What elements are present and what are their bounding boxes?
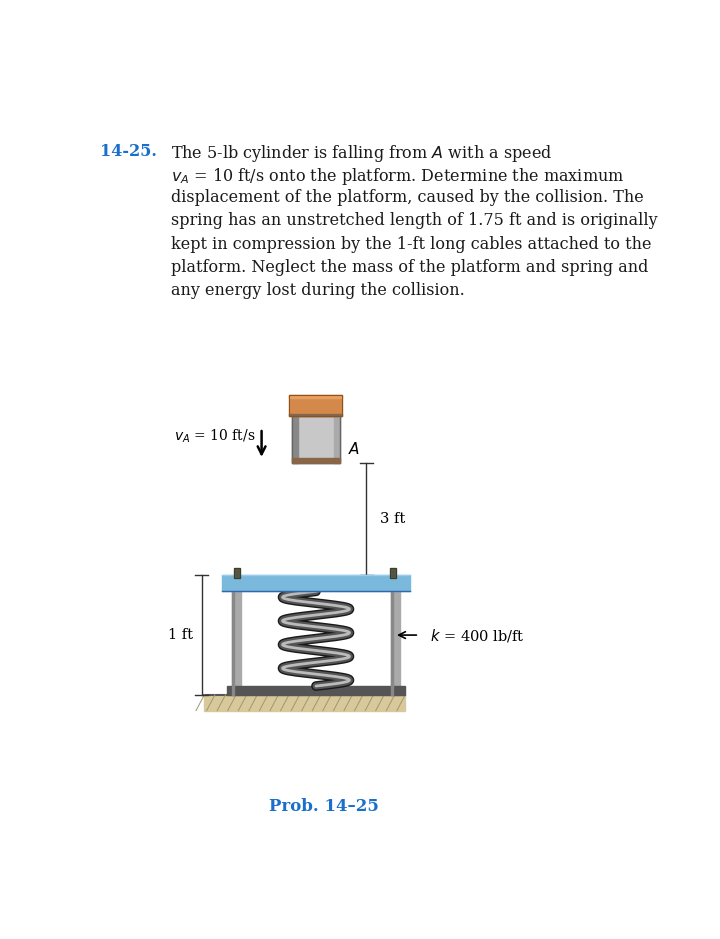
Text: displacement of the platform, caused by the collision. The: displacement of the platform, caused by … xyxy=(171,190,644,207)
Bar xyxy=(392,592,400,695)
Bar xyxy=(289,394,343,398)
Bar xyxy=(222,576,410,592)
Bar xyxy=(289,414,343,416)
Text: $k$ = 400 lb/ft: $k$ = 400 lb/ft xyxy=(431,626,525,643)
Bar xyxy=(334,416,340,463)
Text: $v_A$ = 10 ft/s: $v_A$ = 10 ft/s xyxy=(174,428,256,445)
Bar xyxy=(292,416,298,463)
Bar xyxy=(233,592,235,695)
Bar xyxy=(289,394,343,416)
Bar xyxy=(204,695,405,711)
Text: kept in compression by the 1-ft long cables attached to the: kept in compression by the 1-ft long cab… xyxy=(171,236,652,253)
Bar xyxy=(392,592,393,695)
Bar xyxy=(233,592,240,695)
Bar xyxy=(292,458,340,463)
Text: 1 ft: 1 ft xyxy=(168,628,193,642)
Bar xyxy=(234,568,240,577)
Text: any energy lost during the collision.: any energy lost during the collision. xyxy=(171,282,464,299)
Bar xyxy=(289,394,343,416)
Text: $v_A$ = 10 ft/s onto the platform. Determine the maximum: $v_A$ = 10 ft/s onto the platform. Deter… xyxy=(171,166,624,187)
Text: platform. Neglect the mass of the platform and spring and: platform. Neglect the mass of the platfo… xyxy=(171,259,648,276)
Bar xyxy=(292,416,340,463)
Text: 14-25.: 14-25. xyxy=(100,143,157,160)
Text: $A$: $A$ xyxy=(348,441,360,457)
Bar xyxy=(292,416,340,463)
Text: 3 ft: 3 ft xyxy=(380,513,405,527)
Bar xyxy=(227,686,405,695)
Text: Prob. 14–25: Prob. 14–25 xyxy=(269,798,379,815)
Bar xyxy=(234,568,240,577)
Text: spring has an unstretched length of 1.75 ft and is originally: spring has an unstretched length of 1.75… xyxy=(171,212,657,229)
Bar xyxy=(390,568,396,577)
Bar xyxy=(390,568,396,577)
Text: The 5-lb cylinder is falling from $A$ with a speed: The 5-lb cylinder is falling from $A$ wi… xyxy=(171,143,552,164)
